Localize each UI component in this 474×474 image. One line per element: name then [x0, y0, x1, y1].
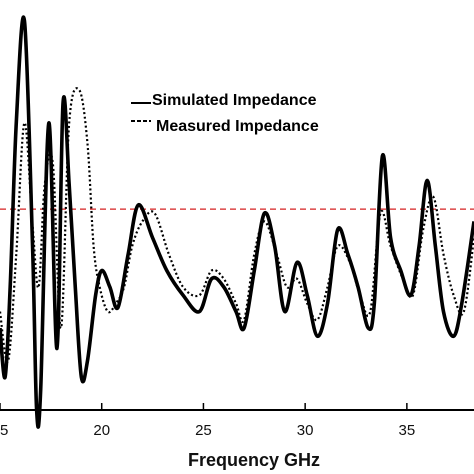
- x-axis-ticks: 15 20 25 30 35: [0, 403, 415, 439]
- x-tick-label: 35: [399, 422, 416, 439]
- x-tick-label: 15: [0, 422, 8, 439]
- legend: Simulated Impedance Measured Impedance: [131, 92, 319, 135]
- plot-area: [0, 15, 474, 429]
- legend-label-simulated: Simulated Impedance: [152, 92, 317, 109]
- legend-label-measured: Measured Impedance: [156, 118, 319, 135]
- x-tick-label: 25: [195, 422, 212, 439]
- series-line-simulated: [0, 15, 474, 429]
- x-tick-label: 30: [297, 422, 314, 439]
- x-axis-label: Frequency GHz: [188, 450, 320, 470]
- x-tick-label: 20: [93, 422, 110, 439]
- series-line-measured: [0, 87, 474, 364]
